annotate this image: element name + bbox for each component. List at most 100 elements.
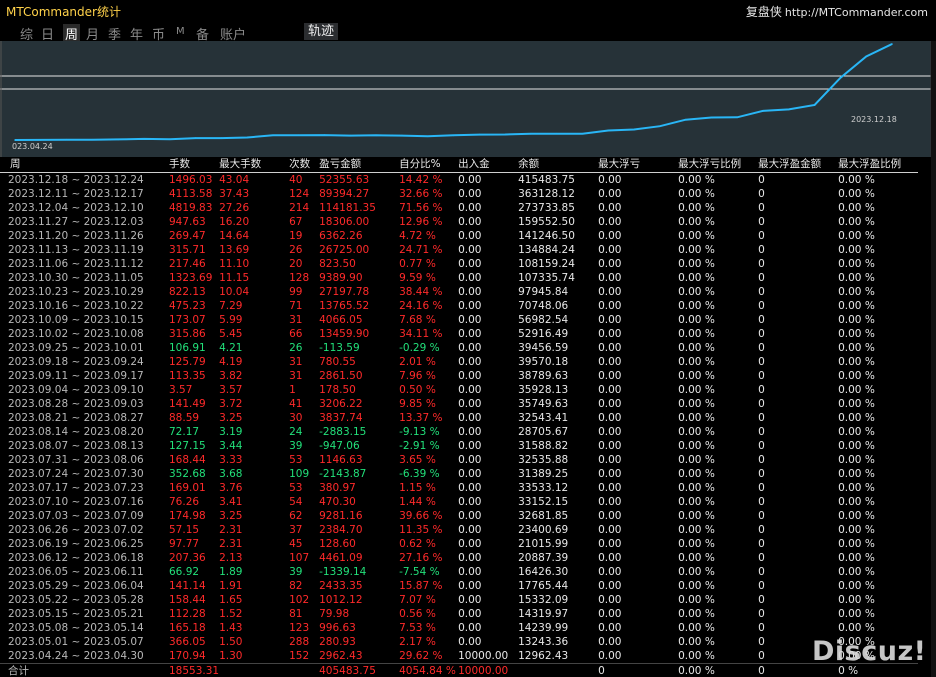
tab-8[interactable]: 备 xyxy=(196,28,210,43)
cell-max-lots: 1.50 xyxy=(219,636,243,648)
table-row[interactable]: 2023.08.07 ~ 2023.08.13 127.15 3.44 39 -947.… xyxy=(0,439,918,453)
cell-inout: 0.00 xyxy=(458,440,482,452)
cell-pct: 13.37 % xyxy=(399,412,443,424)
table-row[interactable]: 2023.08.28 ~ 2023.09.03 141.49 3.72 41 3206.… xyxy=(0,397,918,411)
table-row[interactable]: 2023.09.04 ~ 2023.09.10 3.57 3.57 1 178.50 0.… xyxy=(0,383,918,397)
table-row[interactable]: 2023.09.18 ~ 2023.09.24 125.79 4.19 31 780.5… xyxy=(0,355,918,369)
cell-max-fp-pct: 0.00 % xyxy=(838,510,875,522)
cell-max-fp-pct: 0.00 % xyxy=(838,636,875,648)
scrollbar-track[interactable] xyxy=(931,41,936,677)
table-row[interactable]: 2023.05.22 ~ 2023.05.28 158.44 1.65 102 1012… xyxy=(0,593,918,607)
column-header[interactable]: 盈亏金额 xyxy=(319,157,400,173)
table-row[interactable]: 2023.04.24 ~ 2023.04.30 170.94 1.30 152 2962… xyxy=(0,649,918,664)
table-row[interactable]: 2023.06.05 ~ 2023.06.11 66.92 1.89 39 -1339.… xyxy=(0,565,918,579)
tab-4[interactable]: 季 xyxy=(108,28,122,43)
tab-3[interactable]: 月 xyxy=(86,28,100,43)
column-header[interactable]: 最大浮盈比例 xyxy=(838,157,919,173)
track-button[interactable]: 轨迹 xyxy=(304,23,339,40)
cell-period: 2023.05.01 ~ 2023.05.07 xyxy=(8,636,144,648)
table-row[interactable]: 2023.08.21 ~ 2023.08.27 88.59 3.25 30 3837.7… xyxy=(0,411,918,425)
equity-point xyxy=(14,139,16,141)
cell-max-fp-pct: 0.00 % xyxy=(838,552,875,564)
cell-max-dd: 0.00 xyxy=(598,426,622,438)
table-row[interactable]: 2023.11.20 ~ 2023.11.26 269.47 14.64 19 6362… xyxy=(0,229,918,243)
cell-period: 2023.08.28 ~ 2023.09.03 xyxy=(8,398,144,410)
column-header[interactable]: 次数 xyxy=(289,157,320,173)
cell-pct: 7.68 % xyxy=(399,314,436,326)
table-row[interactable]: 2023.10.09 ~ 2023.10.15 173.07 5.99 31 4066.… xyxy=(0,313,918,327)
cell-trades: 152 xyxy=(289,650,310,662)
column-header[interactable]: 自分比% xyxy=(399,157,459,173)
cell-max-fp-pct: 0.00 % xyxy=(838,174,875,186)
table-row[interactable]: 2023.11.13 ~ 2023.11.19 315.71 13.69 26 2672… xyxy=(0,243,918,257)
table-row[interactable]: 2023.12.04 ~ 2023.12.10 4819.83 27.26 214 11… xyxy=(0,201,918,215)
tab-2[interactable]: 周 xyxy=(63,24,81,43)
cell-max-fp: 0 xyxy=(758,356,765,368)
column-header[interactable]: 最大浮盈金额 xyxy=(758,157,839,173)
table-row[interactable]: 2023.06.26 ~ 2023.07.02 57.15 2.31 37 2384.7… xyxy=(0,523,918,537)
table-row[interactable]: 2023.10.02 ~ 2023.10.08 315.86 5.45 66 13459… xyxy=(0,327,918,341)
equity-point xyxy=(91,138,94,141)
cell-max-dd-pct: 0.00 % xyxy=(678,636,715,648)
table-row[interactable]: 2023.05.15 ~ 2023.05.21 112.28 1.52 81 79.98… xyxy=(0,607,918,621)
table-row[interactable]: 2023.07.31 ~ 2023.08.06 168.44 3.33 53 1146.… xyxy=(0,453,918,467)
cell-balance: 14319.97 xyxy=(518,608,569,620)
brand-link[interactable]: 复盘侠 http://MTCommander.com xyxy=(746,3,928,20)
table-row[interactable]: 2023.12.11 ~ 2023.12.17 4113.58 37.43 124 89… xyxy=(0,187,918,201)
cell-pct: 12.96 % xyxy=(399,216,443,228)
table-row[interactable]: 2023.11.27 ~ 2023.12.03 947.63 16.20 67 1830… xyxy=(0,215,918,229)
table-row[interactable]: 2023.06.12 ~ 2023.06.18 207.36 2.13 107 4461… xyxy=(0,551,918,565)
table-row[interactable]: 2023.07.10 ~ 2023.07.16 76.26 3.41 54 470.30… xyxy=(0,495,918,509)
cell-max-dd-pct: 0.00 % xyxy=(678,314,715,326)
table-row[interactable]: 2023.07.24 ~ 2023.07.30 352.68 3.68 109 -214… xyxy=(0,467,918,481)
table-row[interactable]: 2023.09.25 ~ 2023.10.01 106.91 4.21 26 -113.… xyxy=(0,341,918,355)
table-row[interactable]: 2023.06.19 ~ 2023.06.25 97.77 2.31 45 128.60… xyxy=(0,537,918,551)
cell-max-dd: 0.00 xyxy=(598,174,622,186)
equity-point xyxy=(504,133,506,136)
cell-max-dd-pct: 0.00 % xyxy=(678,202,715,214)
column-header[interactable]: 出入金 xyxy=(458,157,519,173)
column-header[interactable]: 手数 xyxy=(169,157,220,173)
tab-7[interactable]: M xyxy=(176,26,185,37)
cell-max-lots: 3.82 xyxy=(219,370,243,382)
table-row[interactable]: 2023.05.08 ~ 2023.05.14 165.18 1.43 123 996.… xyxy=(0,621,918,635)
table-row[interactable]: 2023.11.06 ~ 2023.11.12 217.46 11.10 20 823.… xyxy=(0,257,918,271)
cell-max-fp: 0 xyxy=(758,426,765,438)
cell-max-fp: 0 xyxy=(758,468,765,480)
table-row[interactable]: 2023.10.30 ~ 2023.11.05 1323.69 11.15 128 93… xyxy=(0,271,918,285)
equity-point xyxy=(736,116,739,119)
cell-trades: 39 xyxy=(289,566,303,578)
column-header[interactable]: 最大浮亏比例 xyxy=(678,157,759,173)
table-row[interactable]: 2023.10.23 ~ 2023.10.29 822.13 10.04 99 2719… xyxy=(0,285,918,299)
table-row[interactable]: 2023.05.29 ~ 2023.06.04 141.14 1.91 82 2433.… xyxy=(0,579,918,593)
cell-trades: 123 xyxy=(289,622,310,634)
cell-max-fp: 0 xyxy=(758,286,765,298)
cell-max-lots: 1.30 xyxy=(219,650,243,662)
column-header[interactable]: 最大浮亏 xyxy=(598,157,679,173)
table-row[interactable]: 2023.05.01 ~ 2023.05.07 366.05 1.50 288 280.… xyxy=(0,635,918,649)
column-header[interactable]: 周 xyxy=(0,157,169,173)
tab-1[interactable]: 日 xyxy=(41,28,55,43)
column-header[interactable]: 最大手数 xyxy=(219,157,290,173)
table-row[interactable]: 2023.09.11 ~ 2023.09.17 113.35 3.82 31 2861.… xyxy=(0,369,918,383)
table-row[interactable]: 2023.08.14 ~ 2023.08.20 72.17 3.19 24 -2883.… xyxy=(0,425,918,439)
cell-pnl: 114181.35 xyxy=(319,202,376,214)
column-header[interactable]: 余额 xyxy=(518,157,599,173)
table-row[interactable]: 2023.07.03 ~ 2023.07.09 174.98 3.25 62 9281.… xyxy=(0,509,918,523)
brand-url[interactable]: http://MTCommander.com xyxy=(784,6,928,19)
weekly-stats-table-wrap[interactable]: 周手数 最大手数 次数 盈亏金额 自分比% 出入金 余额 最大浮亏 最大浮亏比例 最大浮盈金额 最大… xyxy=(0,157,936,677)
tab-6[interactable]: 币 xyxy=(152,28,166,43)
table-row[interactable]: 2023.07.17 ~ 2023.07.23 169.01 3.76 53 380.9… xyxy=(0,481,918,495)
cell-lots: 3.57 xyxy=(169,384,193,396)
cell-pnl: 89394.27 xyxy=(319,188,370,200)
cell-balance: 28705.67 xyxy=(518,426,569,438)
cell-max-dd: 0.00 xyxy=(598,272,622,284)
table-row[interactable]: 2023.10.16 ~ 2023.10.22 475.23 7.29 71 13765… xyxy=(0,299,918,313)
equity-point xyxy=(710,116,713,119)
tab-5[interactable]: 年 xyxy=(130,28,144,43)
cell-pct: 2.01 % xyxy=(399,356,436,368)
table-row[interactable]: 2023.12.18 ~ 2023.12.24 1496.03 43.04 40 523… xyxy=(0,173,918,188)
tab-9[interactable]: 账户 xyxy=(220,28,247,43)
tab-0[interactable]: 综 xyxy=(20,28,34,43)
cell-max-lots: 3.25 xyxy=(219,412,243,424)
